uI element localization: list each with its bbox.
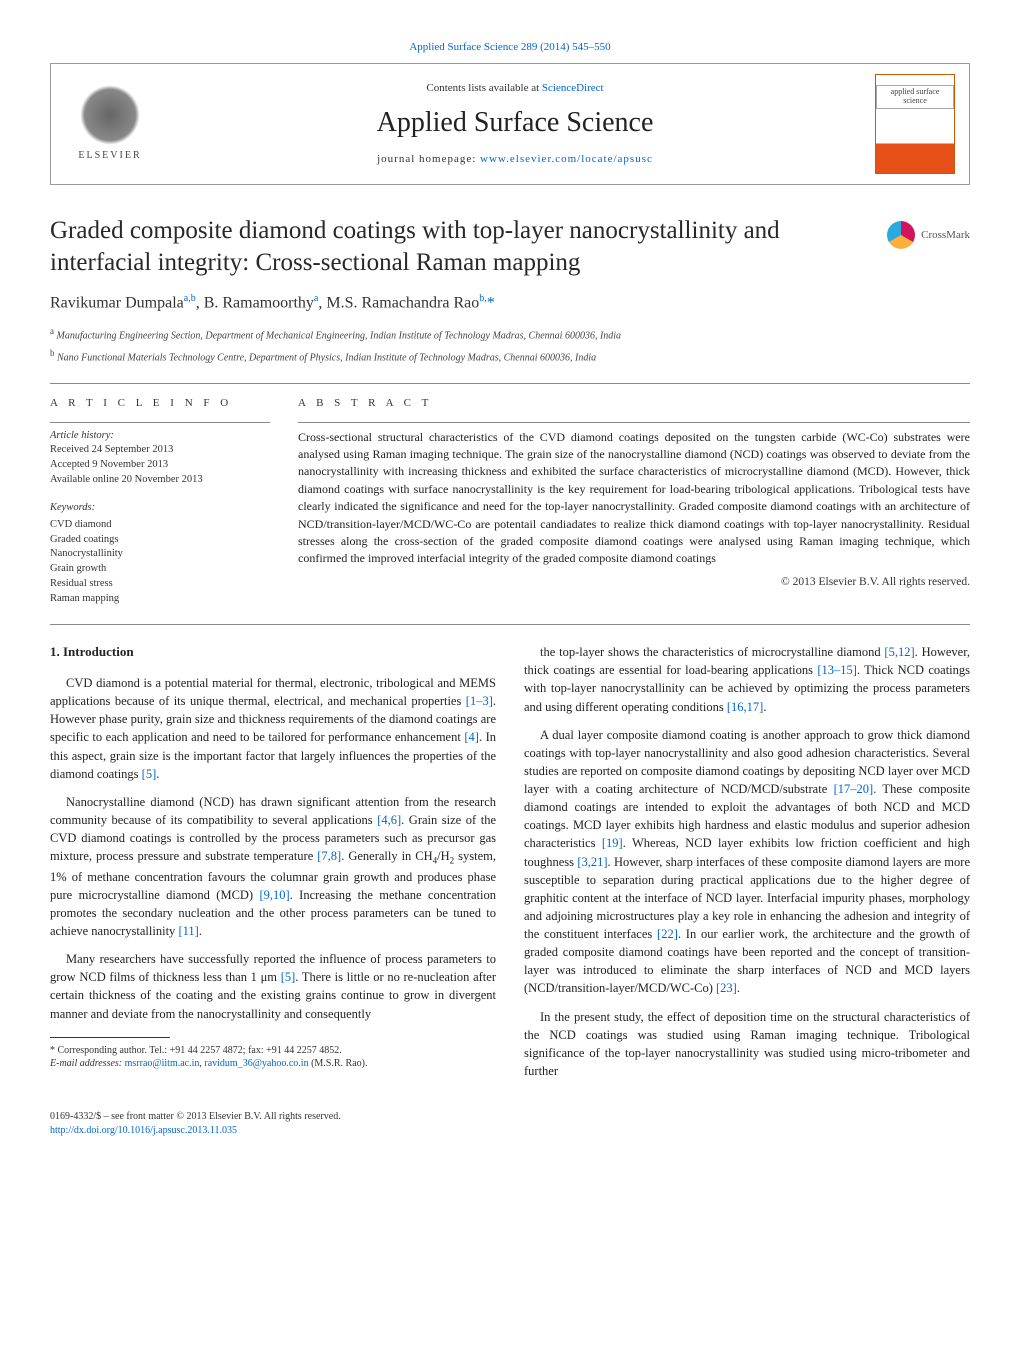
corr-author-line: * Corresponding author. Tel.: +91 44 225… bbox=[50, 1045, 342, 1056]
elsevier-logo: ELSEVIER bbox=[65, 79, 155, 169]
article-title: Graded composite diamond coatings with t… bbox=[50, 215, 867, 278]
crossmark-badge[interactable]: CrossMark bbox=[887, 221, 970, 249]
received-date: Received 24 September 2013 bbox=[50, 444, 173, 455]
abstract-column: A B S T R A C T Cross-sectional structur… bbox=[298, 396, 970, 606]
left-column: 1. Introduction CVD diamond is a potenti… bbox=[50, 643, 496, 1090]
section-separator bbox=[50, 383, 970, 384]
history-label: Article history: bbox=[50, 430, 114, 441]
keyword-item: Raman mapping bbox=[50, 592, 270, 607]
keywords-block: Keywords: CVD diamondGraded coatingsNano… bbox=[50, 501, 270, 606]
contents-prefix: Contents lists available at bbox=[426, 82, 541, 94]
article-info-label: A R T I C L E I N F O bbox=[50, 396, 270, 411]
body-paragraph: CVD diamond is a potential material for … bbox=[50, 674, 496, 783]
journal-cover-thumbnail: applied surface science bbox=[875, 74, 955, 174]
contents-available-line: Contents lists available at ScienceDirec… bbox=[175, 81, 855, 96]
authors-line: Ravikumar Dumpalaa,b, B. Ramamoorthya, M… bbox=[50, 292, 970, 315]
abstract-sep bbox=[298, 422, 970, 423]
email-link-1[interactable]: msrrao@iitm.ac.in bbox=[125, 1058, 200, 1069]
cover-badge-text: applied surface science bbox=[876, 85, 954, 109]
body-paragraph: A dual layer composite diamond coating i… bbox=[524, 726, 970, 998]
body-paragraph: In the present study, the effect of depo… bbox=[524, 1008, 970, 1081]
keyword-item: Residual stress bbox=[50, 577, 270, 592]
crossmark-icon bbox=[887, 221, 915, 249]
accepted-date: Accepted 9 November 2013 bbox=[50, 459, 168, 470]
homepage-line: journal homepage: www.elsevier.com/locat… bbox=[175, 152, 855, 167]
journal-header-box: ELSEVIER Contents lists available at Sci… bbox=[50, 63, 970, 185]
body-paragraph: the top-layer shows the characteristics … bbox=[524, 643, 970, 716]
homepage-link[interactable]: www.elsevier.com/locate/apsusc bbox=[480, 153, 653, 165]
keyword-item: Nanocrystallinity bbox=[50, 547, 270, 562]
homepage-prefix: journal homepage: bbox=[377, 153, 480, 165]
email-link-2[interactable]: ravidum_36@yahoo.co.in bbox=[204, 1058, 308, 1069]
doi-link[interactable]: http://dx.doi.org/10.1016/j.apsusc.2013.… bbox=[50, 1125, 237, 1136]
elsevier-tree-icon bbox=[80, 85, 140, 145]
affiliation: a Manufacturing Engineering Section, Dep… bbox=[50, 325, 970, 343]
sciencedirect-link[interactable]: ScienceDirect bbox=[542, 82, 604, 94]
body-paragraph: Many researchers have successfully repor… bbox=[50, 950, 496, 1023]
body-paragraph: Nanocrystalline diamond (NCD) has drawn … bbox=[50, 793, 496, 940]
keyword-item: CVD diamond bbox=[50, 518, 270, 533]
corresponding-footnote: * Corresponding author. Tel.: +91 44 225… bbox=[50, 1044, 496, 1070]
email-label: E-mail addresses: bbox=[50, 1058, 125, 1069]
section-separator-2 bbox=[50, 624, 970, 625]
body-columns: 1. Introduction CVD diamond is a potenti… bbox=[50, 643, 970, 1090]
abstract-copyright: © 2013 Elsevier B.V. All rights reserved… bbox=[298, 574, 970, 590]
title-row: Graded composite diamond coatings with t… bbox=[50, 215, 970, 278]
crossmark-text: CrossMark bbox=[921, 228, 970, 243]
info-sep bbox=[50, 422, 270, 423]
citation-header: Applied Surface Science 289 (2014) 545–5… bbox=[50, 40, 970, 55]
info-abstract-row: A R T I C L E I N F O Article history: R… bbox=[50, 396, 970, 606]
header-center: Contents lists available at ScienceDirec… bbox=[175, 81, 855, 167]
right-column: the top-layer shows the characteristics … bbox=[524, 643, 970, 1090]
elsevier-text: ELSEVIER bbox=[78, 149, 141, 163]
email-suffix: (M.S.R. Rao). bbox=[309, 1058, 368, 1069]
article-info-column: A R T I C L E I N F O Article history: R… bbox=[50, 396, 270, 606]
abstract-label: A B S T R A C T bbox=[298, 396, 970, 411]
bottom-matter: 0169-4332/$ – see front matter © 2013 El… bbox=[50, 1110, 970, 1138]
keyword-item: Grain growth bbox=[50, 562, 270, 577]
keyword-item: Graded coatings bbox=[50, 533, 270, 548]
issn-line: 0169-4332/$ – see front matter © 2013 El… bbox=[50, 1111, 341, 1122]
journal-title: Applied Surface Science bbox=[175, 103, 855, 142]
article-history: Article history: Received 24 September 2… bbox=[50, 429, 270, 488]
affiliation: b Nano Functional Materials Technology C… bbox=[50, 347, 970, 365]
online-date: Available online 20 November 2013 bbox=[50, 474, 203, 485]
introduction-heading: 1. Introduction bbox=[50, 643, 496, 662]
footnote-separator bbox=[50, 1037, 170, 1038]
keywords-label: Keywords: bbox=[50, 501, 270, 516]
abstract-text: Cross-sectional structural characteristi… bbox=[298, 429, 970, 568]
